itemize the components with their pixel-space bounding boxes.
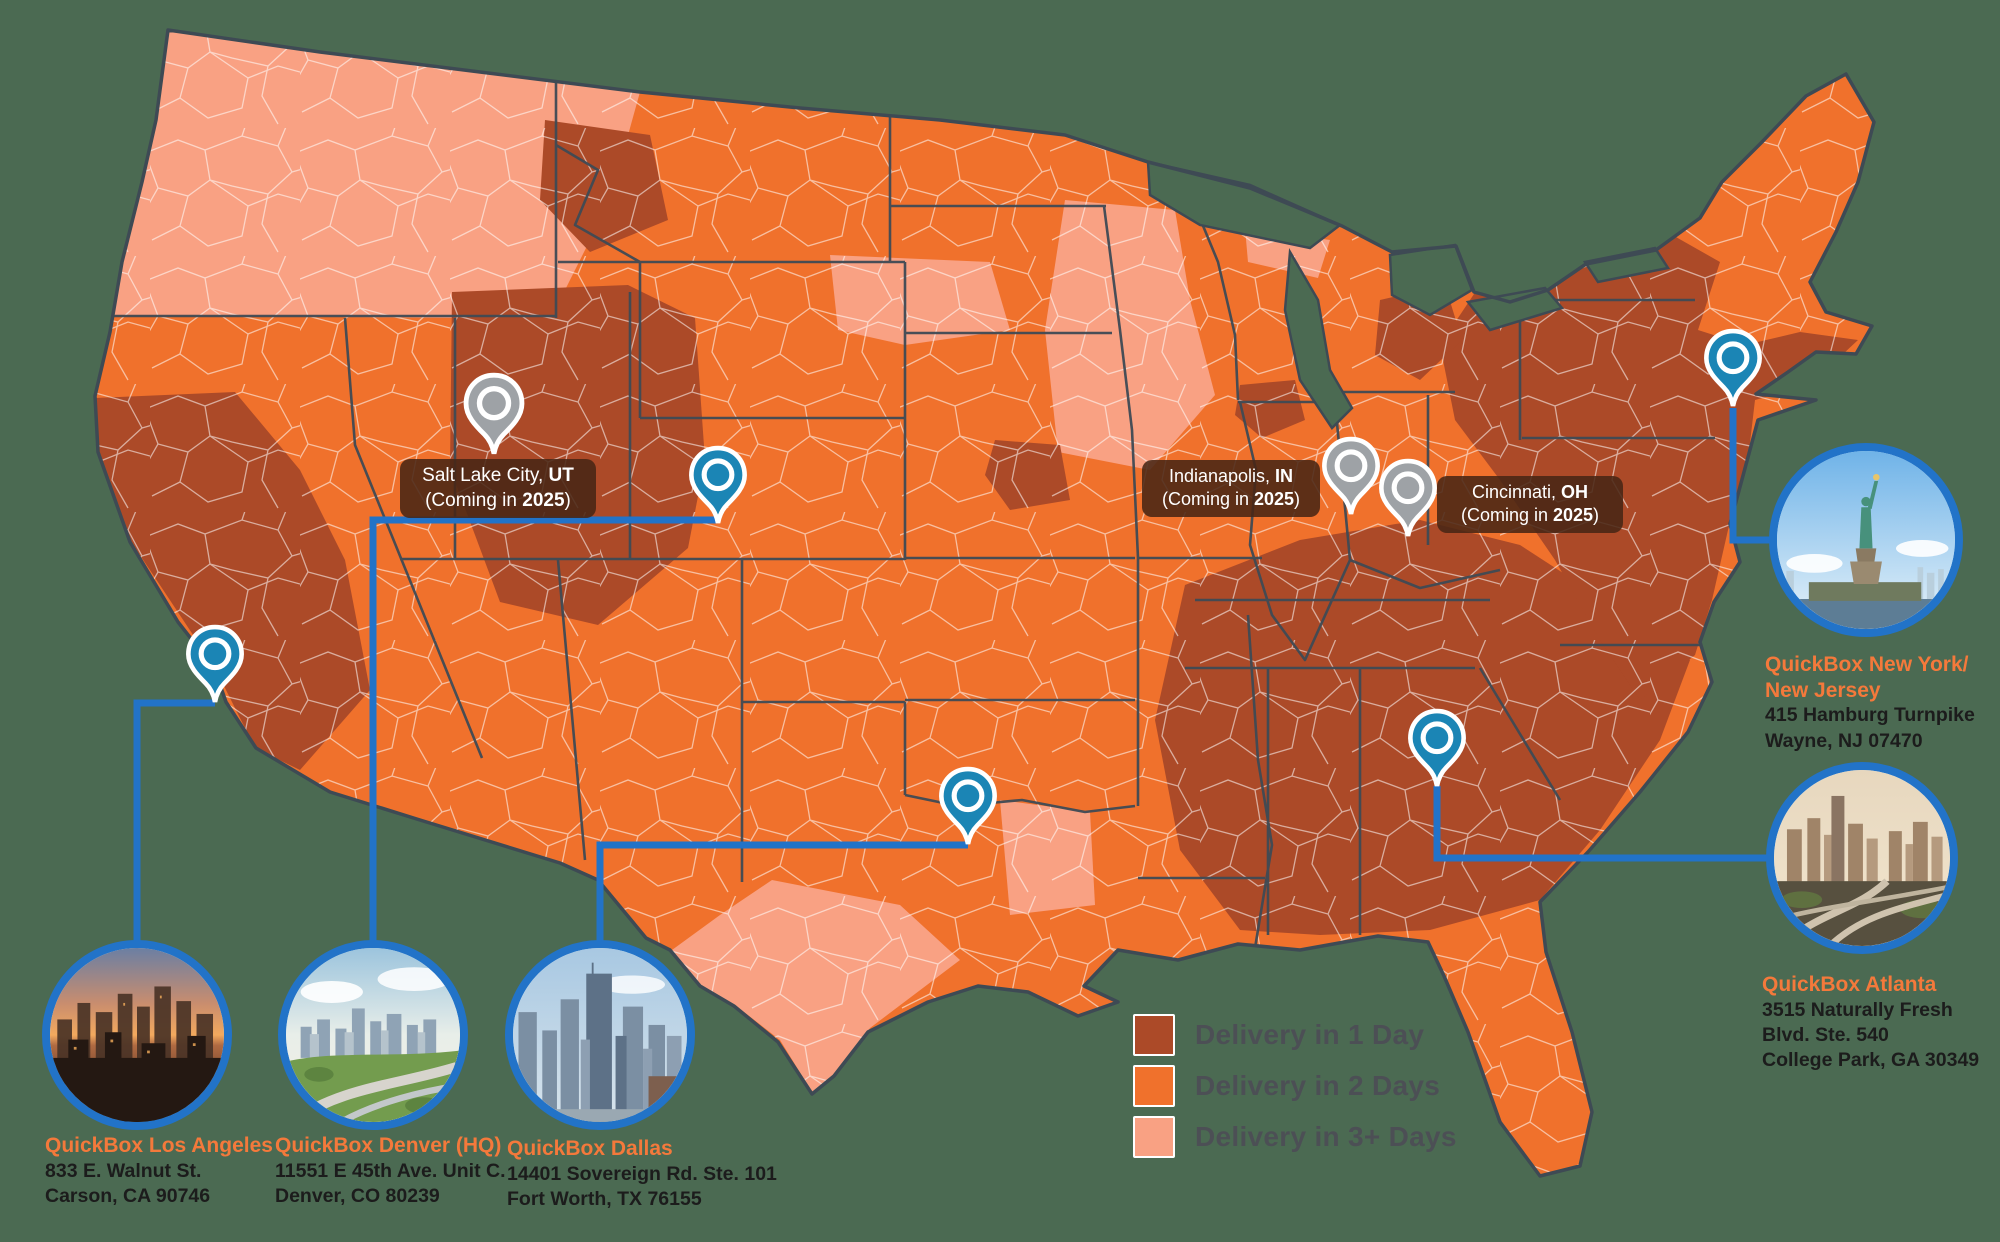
- label-city: Salt Lake City,: [422, 465, 549, 486]
- photo-dallas: [505, 940, 695, 1130]
- denver-skyline-image: [286, 948, 460, 1122]
- photo-denver: [278, 940, 468, 1130]
- connector-atlanta: [1433, 786, 1775, 862]
- facility-address-line2: Wayne, NJ 07470: [1765, 729, 1923, 752]
- state-borders: [108, 70, 1715, 949]
- facility-new-york-new-jersey: QuickBox New York/ New Jersey 415 Hambur…: [1765, 652, 1995, 754]
- facility-address-line1: 415 Hamburg Turnpike: [1765, 704, 1975, 727]
- facility-atlanta: QuickBox Atlanta 3515 Naturally Fresh Bl…: [1762, 972, 2000, 1074]
- facility-address-line2: Fort Worth, TX 76155: [507, 1187, 702, 1210]
- connector-denver: [369, 516, 718, 948]
- facility-name: QuickBox Los Angeles: [45, 1134, 273, 1157]
- connector-los-angeles: [133, 699, 215, 948]
- facility-name: QuickBox Atlanta: [1762, 973, 1937, 996]
- legend-label-3days: Delivery in 3+ Days: [1195, 1121, 1457, 1152]
- facility-name: QuickBox Denver (HQ): [275, 1134, 502, 1157]
- pin-los-angeles[interactable]: [184, 624, 246, 706]
- label-state: IN: [1275, 466, 1294, 486]
- connector-lines: [133, 408, 1778, 948]
- facility-address-line1: 11551 E 45th Ave. Unit C.: [275, 1159, 506, 1182]
- dallas-skyline-image: [513, 948, 687, 1122]
- map-pin-icon: [687, 445, 749, 527]
- pin-denver[interactable]: [687, 445, 749, 527]
- label-city: Indianapolis,: [1168, 466, 1276, 486]
- facility-los-angeles: QuickBox Los Angeles 833 E. Walnut St. C…: [45, 1133, 295, 1209]
- pin-salt-lake-city[interactable]: [461, 372, 527, 458]
- facility-address-line1: 14401 Sovereign Rd. Ste. 101: [507, 1162, 777, 1185]
- facility-address-line1: 3515 Naturally Fresh: [1762, 998, 1953, 1021]
- legend-swatch-1day: [1133, 1014, 1175, 1056]
- map-pin-icon: [1702, 328, 1764, 410]
- label-indianapolis: Indianapolis, IN (Coming in 2025): [1142, 460, 1320, 517]
- map-pin-icon: [1377, 458, 1439, 540]
- label-cincinnati: Cincinnati, OH (Coming in 2025): [1437, 476, 1623, 533]
- facility-address-line3: College Park, GA 30349: [1762, 1049, 1980, 1072]
- map-pin-icon: [184, 624, 246, 706]
- pin-new-york-new-jersey[interactable]: [1702, 328, 1764, 410]
- facility-name: QuickBox Dallas: [507, 1137, 673, 1160]
- legend-label-1day: Delivery in 1 Day: [1195, 1019, 1425, 1050]
- photo-los-angeles: [42, 940, 232, 1130]
- facility-address-line2: Carson, CA 90746: [45, 1184, 211, 1207]
- legend-item-2days: Delivery in 2 Days: [1133, 1065, 1457, 1107]
- legend-swatch-3days: [1133, 1116, 1175, 1158]
- legend-item-1day: Delivery in 1 Day: [1133, 1014, 1457, 1056]
- map-pin-icon: [1406, 708, 1468, 790]
- pin-atlanta[interactable]: [1406, 708, 1468, 790]
- legend-label-2days: Delivery in 2 Days: [1195, 1070, 1441, 1101]
- legend-item-3days: Delivery in 3+ Days: [1133, 1116, 1457, 1158]
- facility-name-line1: QuickBox New York/: [1765, 653, 1969, 676]
- label-salt-lake-city: Salt Lake City, UT (Coming in 2025): [400, 459, 596, 519]
- photo-atlanta: [1766, 762, 1958, 954]
- facility-name-line2: New Jersey: [1765, 678, 1881, 702]
- us-outline: [93, 28, 1876, 1178]
- photo-new-york: [1769, 443, 1963, 637]
- pin-indianapolis[interactable]: [1320, 436, 1382, 518]
- facility-dallas: QuickBox Dallas 14401 Sovereign Rd. Ste.…: [507, 1136, 807, 1212]
- facility-denver: QuickBox Denver (HQ) 11551 E 45th Ave. U…: [275, 1133, 525, 1209]
- facility-address-line1: 833 E. Walnut St.: [45, 1159, 202, 1182]
- map-pin-icon: [937, 766, 999, 848]
- atlanta-skyline-image: [1774, 770, 1950, 946]
- facility-address-line2: Blvd. Ste. 540: [1762, 1023, 1889, 1046]
- label-state: UT: [548, 465, 574, 486]
- facility-address-line2: Denver, CO 80239: [275, 1184, 440, 1207]
- connector-new-york: [1729, 408, 1778, 544]
- connector-dallas: [596, 841, 968, 948]
- pin-dallas[interactable]: [937, 766, 999, 848]
- statue-of-liberty-image: [1777, 451, 1955, 629]
- legend-swatch-2days: [1133, 1065, 1175, 1107]
- map-pin-icon: [461, 372, 527, 458]
- pin-cincinnati[interactable]: [1377, 458, 1439, 540]
- label-city: Cincinnati,: [1471, 482, 1562, 502]
- legend: Delivery in 1 Day Delivery in 2 Days Del…: [1133, 1014, 1457, 1167]
- label-state: OH: [1561, 482, 1589, 502]
- map-pin-icon: [1320, 436, 1382, 518]
- los-angeles-skyline-image: [50, 948, 224, 1122]
